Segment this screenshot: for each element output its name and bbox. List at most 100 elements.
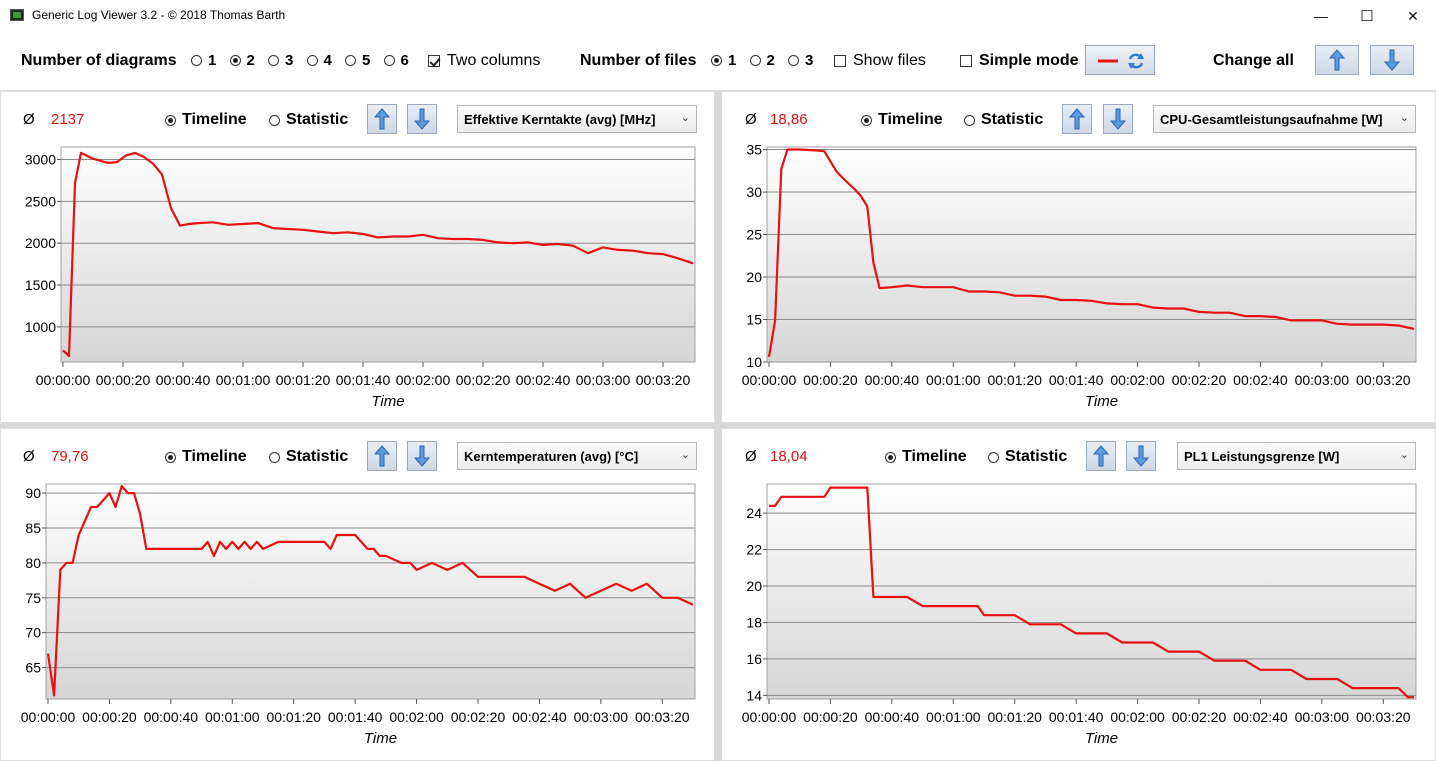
series-line bbox=[46, 484, 694, 697]
move-down-button[interactable] bbox=[1103, 104, 1133, 134]
x-axis-label: Time bbox=[1085, 393, 1118, 410]
row-splitter[interactable] bbox=[0, 423, 1436, 428]
checkbox-box bbox=[960, 55, 972, 67]
average-value: 2137 bbox=[51, 111, 85, 128]
diagrams-radio-4[interactable]: 4 bbox=[306, 52, 332, 69]
radio-dot bbox=[306, 55, 318, 66]
x-tick-label: 00:02:20 bbox=[1172, 709, 1227, 725]
move-down-button[interactable] bbox=[407, 104, 437, 134]
move-up-button[interactable] bbox=[1062, 104, 1092, 134]
channel-select[interactable]: Kerntemperaturen (avg) [°C] ⌄ bbox=[457, 442, 697, 470]
diagram-panel-4: 14 16 18 20 22 24 00:00:00 00:00:20 00:00:40 00:0… bbox=[721, 428, 1436, 761]
diagrams-radio-2[interactable]: 2 bbox=[229, 52, 255, 69]
statistic-radio[interactable]: Statistic bbox=[269, 448, 348, 466]
files-radio-2[interactable]: 2 bbox=[749, 52, 775, 69]
radio-dot bbox=[229, 55, 241, 66]
x-tick-label: 00:02:20 bbox=[451, 709, 506, 725]
y-tick-label: 18 bbox=[746, 614, 762, 630]
diagrams-radio-3[interactable]: 3 bbox=[268, 52, 293, 69]
y-tick-label: 15 bbox=[746, 312, 762, 328]
x-tick-label: 00:00:40 bbox=[144, 709, 199, 725]
channel-select[interactable]: Effektive Kerntakte (avg) [MHz] ⌄ bbox=[457, 105, 697, 133]
x-tick-label: 00:00:40 bbox=[865, 709, 920, 725]
timeline-radio[interactable]: Timeline bbox=[885, 448, 967, 466]
change-all-up-button[interactable] bbox=[1315, 45, 1359, 75]
move-up-button[interactable] bbox=[1086, 441, 1116, 471]
minimize-button[interactable]: — bbox=[1298, 0, 1344, 32]
x-tick-label: 00:00:00 bbox=[742, 372, 797, 388]
title-bar: Generic Log Viewer 3.2 - © 2018 Thomas B… bbox=[0, 0, 1436, 32]
change-all-down-button[interactable] bbox=[1370, 45, 1414, 75]
radio-dot bbox=[383, 55, 395, 66]
chevron-down-icon: ⌄ bbox=[1399, 112, 1409, 124]
two-columns-checkbox[interactable]: Two columns bbox=[428, 52, 540, 70]
statistic-label: Statistic bbox=[981, 111, 1044, 128]
statistic-radio[interactable]: Statistic bbox=[964, 111, 1043, 129]
diagrams-radio-5[interactable]: 5 bbox=[345, 52, 370, 69]
average-symbol: Ø bbox=[23, 111, 35, 128]
x-tick-label: 00:00:20 bbox=[96, 372, 151, 388]
plot-area bbox=[766, 483, 1417, 700]
move-down-button[interactable] bbox=[407, 441, 437, 471]
files-radio-3[interactable]: 3 bbox=[788, 52, 813, 69]
show-files-checkbox[interactable]: Show files bbox=[834, 52, 926, 70]
arrow-down-icon bbox=[413, 445, 431, 467]
y-tick-label: 2500 bbox=[25, 193, 56, 209]
timeline-label: Timeline bbox=[902, 448, 967, 465]
diagrams-option-label: 2 bbox=[246, 52, 255, 69]
files-radio-1[interactable]: 1 bbox=[711, 52, 736, 69]
x-tick-label: 00:01:00 bbox=[926, 709, 981, 725]
change-all-label: Change all bbox=[1213, 52, 1294, 69]
diagrams-option-label: 1 bbox=[208, 52, 217, 69]
files-label: Number of files bbox=[580, 52, 697, 69]
refresh-icon bbox=[1128, 53, 1144, 69]
diagrams-label: Number of diagrams bbox=[21, 52, 177, 69]
timeline-radio[interactable]: Timeline bbox=[165, 448, 247, 466]
x-tick-label: 00:02:40 bbox=[1233, 709, 1288, 725]
statistic-radio[interactable]: Statistic bbox=[269, 111, 348, 129]
x-axis-label: Time bbox=[1085, 730, 1118, 747]
y-tick-label: 22 bbox=[746, 542, 762, 558]
y-tick-label: 85 bbox=[25, 520, 41, 536]
x-tick-label: 00:01:00 bbox=[205, 709, 260, 725]
x-tick-label: 00:00:40 bbox=[865, 372, 920, 388]
line-style-button[interactable] bbox=[1085, 45, 1155, 75]
timeline-label: Timeline bbox=[182, 448, 247, 465]
radio-dot bbox=[165, 451, 176, 463]
x-tick-label: 00:02:00 bbox=[389, 709, 444, 725]
diagrams-radio-6[interactable]: 6 bbox=[383, 52, 409, 69]
radio-dot bbox=[988, 451, 999, 463]
diagrams-radio-1[interactable]: 1 bbox=[191, 52, 216, 69]
timeline-radio[interactable]: Timeline bbox=[861, 111, 943, 129]
line-chart: 10 15 20 25 30 35 00:00:00 00:00:20 00:00:40 00:0… bbox=[742, 142, 1417, 410]
x-tick-label: 00:03:00 bbox=[1295, 709, 1350, 725]
statistic-radio[interactable]: Statistic bbox=[988, 448, 1067, 466]
series-line bbox=[62, 151, 694, 358]
x-tick-label: 00:03:20 bbox=[1356, 709, 1411, 725]
channel-select-value: Kerntemperaturen (avg) [°C] bbox=[464, 449, 639, 464]
x-tick-label: 00:01:40 bbox=[336, 372, 391, 388]
radio-dot bbox=[788, 55, 799, 66]
x-tick-label: 00:01:20 bbox=[276, 372, 331, 388]
y-tick-label: 3000 bbox=[25, 152, 56, 168]
move-up-button[interactable] bbox=[367, 104, 397, 134]
diagram-panel-3: 65 70 75 80 85 90 00:00:00 00:00:20 00:00:40 00:0… bbox=[0, 428, 715, 761]
series-line bbox=[769, 486, 1414, 699]
move-up-button[interactable] bbox=[367, 441, 397, 471]
average-value: 18,04 bbox=[770, 448, 808, 465]
y-tick-label: 20 bbox=[746, 269, 762, 285]
move-down-button[interactable] bbox=[1126, 441, 1156, 471]
channel-select[interactable]: CPU-Gesamtleistungsaufnahme [W] ⌄ bbox=[1153, 105, 1416, 133]
y-tick-label: 1500 bbox=[25, 277, 56, 293]
channel-select[interactable]: PL1 Leistungsgrenze [W] ⌄ bbox=[1177, 442, 1416, 470]
x-tick-label: 00:00:00 bbox=[36, 372, 91, 388]
maximize-button[interactable]: ☐ bbox=[1344, 0, 1390, 32]
timeline-radio[interactable]: Timeline bbox=[165, 111, 247, 129]
series-line bbox=[767, 148, 1415, 358]
x-tick-label: 00:01:20 bbox=[987, 372, 1042, 388]
close-button[interactable]: ✕ bbox=[1390, 0, 1436, 32]
simple-mode-checkbox[interactable]: Simple mode bbox=[960, 52, 1079, 70]
x-tick-label: 00:00:00 bbox=[742, 709, 797, 725]
x-tick-label: 00:02:00 bbox=[1110, 709, 1165, 725]
x-axis-label: Time bbox=[371, 393, 404, 410]
